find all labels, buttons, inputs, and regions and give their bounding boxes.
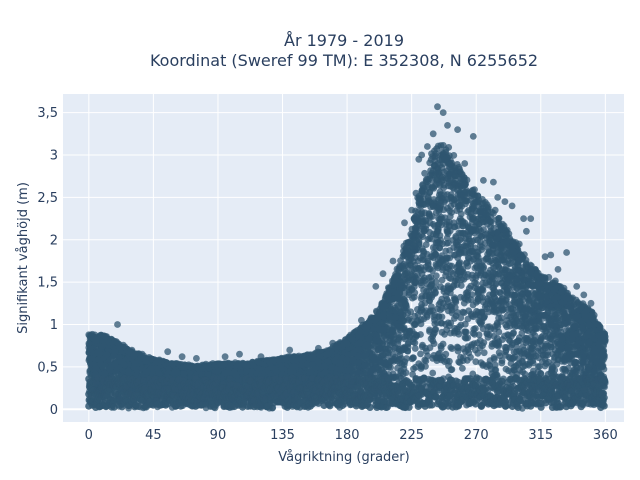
data-point [473,280,480,288]
data-point [429,221,437,228]
data-point [426,326,433,334]
data-point [572,359,580,366]
data-point [427,335,435,343]
data-point [438,319,446,327]
data-point [402,369,410,377]
data-point [429,267,436,275]
data-point [432,272,440,280]
data-point [429,369,437,377]
data-point [432,326,440,333]
data-point [459,365,466,372]
data-point [472,358,480,366]
data-point [428,235,435,243]
data-point [410,293,418,301]
data-points [85,103,609,412]
data-point [418,270,426,278]
data-point [430,313,438,321]
chart-title-line-2: Koordinat (Sweref 99 TM): E 352308, N 62… [150,51,538,70]
data-point [417,279,425,287]
data-point [411,345,419,352]
data-point [417,350,424,358]
data-point [460,354,467,361]
data-point [513,343,520,351]
data-point [442,272,449,279]
data-point [390,355,398,363]
data-point [458,276,465,284]
data-point [556,324,564,332]
data-point [484,333,492,341]
data-point [484,323,491,331]
chart-title-line-1: År 1979 - 2019 [284,31,404,50]
